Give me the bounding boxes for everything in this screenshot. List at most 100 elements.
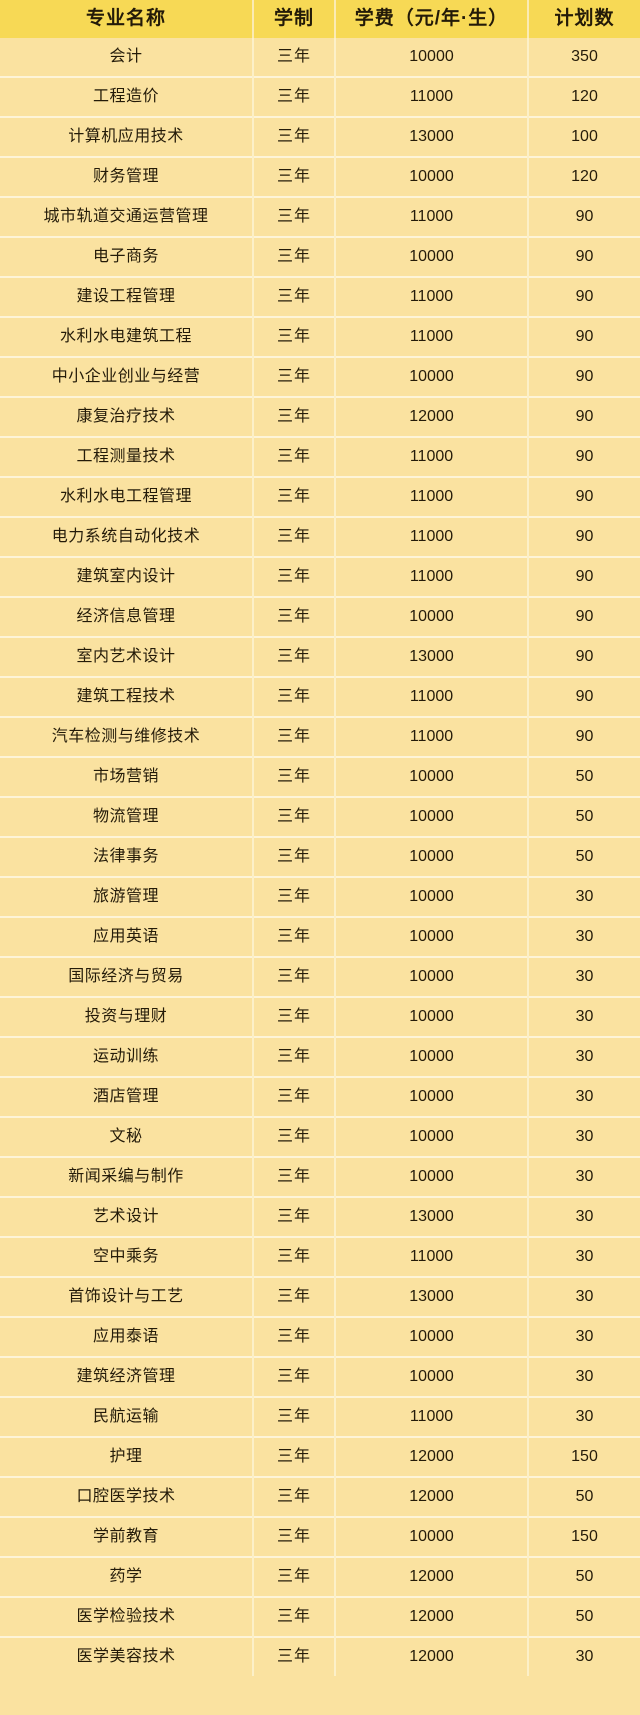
- cell-plan-count: 30: [528, 956, 640, 997]
- cell-tuition-fee: 11000: [335, 716, 529, 757]
- table-row: 国际经济与贸易 三年 10000 30: [0, 956, 640, 997]
- table-row: 投资与理财 三年 10000 30: [0, 996, 640, 1037]
- cell-major-name: 酒店管理: [0, 1076, 254, 1117]
- cell-study-length: 三年: [253, 1556, 336, 1597]
- cell-study-length: 三年: [253, 1356, 336, 1397]
- cell-major-name: 市场营销: [0, 756, 254, 797]
- cell-major-name: 法律事务: [0, 836, 254, 877]
- cell-tuition-fee: 10000: [335, 956, 529, 997]
- cell-plan-count: 90: [528, 436, 640, 477]
- cell-plan-count: 50: [528, 836, 640, 877]
- cell-tuition-fee: 11000: [335, 476, 529, 517]
- cell-tuition-fee: 11000: [335, 1396, 529, 1437]
- table-row: 运动训练 三年 10000 30: [0, 1036, 640, 1077]
- cell-major-name: 经济信息管理: [0, 596, 254, 637]
- cell-study-length: 三年: [253, 1396, 336, 1437]
- cell-plan-count: 90: [528, 236, 640, 277]
- cell-tuition-fee: 10000: [335, 1116, 529, 1157]
- cell-major-name: 工程测量技术: [0, 436, 254, 477]
- table-row: 护理 三年 12000 150: [0, 1436, 640, 1477]
- table-row: 酒店管理 三年 10000 30: [0, 1076, 640, 1117]
- cell-major-name: 水利水电建筑工程: [0, 316, 254, 357]
- cell-tuition-fee: 13000: [335, 636, 529, 677]
- table-row: 水利水电工程管理 三年 11000 90: [0, 476, 640, 517]
- cell-study-length: 三年: [253, 436, 336, 477]
- cell-plan-count: 90: [528, 556, 640, 597]
- cell-tuition-fee: 10000: [335, 236, 529, 277]
- table-row: 财务管理 三年 10000 120: [0, 156, 640, 197]
- cell-tuition-fee: 10000: [335, 796, 529, 837]
- table-body: 会计 三年 10000 350 工程造价 三年 11000 120 计算机应用技术 三年 13000…: [0, 38, 640, 1676]
- cell-major-name: 国际经济与贸易: [0, 956, 254, 997]
- table-row: 艺术设计 三年 13000 30: [0, 1196, 640, 1237]
- table-row: 医学检验技术 三年 12000 50: [0, 1596, 640, 1637]
- cell-plan-count: 30: [528, 1396, 640, 1437]
- cell-major-name: 物流管理: [0, 796, 254, 837]
- cell-plan-count: 30: [528, 1236, 640, 1277]
- cell-major-name: 学前教育: [0, 1516, 254, 1557]
- cell-tuition-fee: 10000: [335, 756, 529, 797]
- cell-tuition-fee: 12000: [335, 1636, 529, 1676]
- cell-tuition-fee: 10000: [335, 876, 529, 917]
- cell-plan-count: 30: [528, 1116, 640, 1157]
- cell-major-name: 工程造价: [0, 76, 254, 117]
- cell-study-length: 三年: [253, 1036, 336, 1077]
- table-row: 首饰设计与工艺 三年 13000 30: [0, 1276, 640, 1317]
- cell-study-length: 三年: [253, 116, 336, 157]
- cell-plan-count: 90: [528, 196, 640, 237]
- cell-study-length: 三年: [253, 716, 336, 757]
- cell-plan-count: 90: [528, 516, 640, 557]
- cell-tuition-fee: 12000: [335, 1556, 529, 1597]
- cell-tuition-fee: 11000: [335, 196, 529, 237]
- cell-plan-count: 100: [528, 116, 640, 157]
- table-row: 物流管理 三年 10000 50: [0, 796, 640, 837]
- cell-plan-count: 30: [528, 876, 640, 917]
- cell-study-length: 三年: [253, 996, 336, 1037]
- cell-study-length: 三年: [253, 796, 336, 837]
- table-row: 电力系统自动化技术 三年 11000 90: [0, 516, 640, 557]
- cell-major-name: 电子商务: [0, 236, 254, 277]
- cell-tuition-fee: 12000: [335, 1436, 529, 1477]
- table-row: 建筑工程技术 三年 11000 90: [0, 676, 640, 717]
- cell-major-name: 财务管理: [0, 156, 254, 197]
- cell-plan-count: 50: [528, 796, 640, 837]
- table-row: 汽车检测与维修技术 三年 11000 90: [0, 716, 640, 757]
- cell-tuition-fee: 10000: [335, 996, 529, 1037]
- cell-major-name: 药学: [0, 1556, 254, 1597]
- cell-plan-count: 30: [528, 916, 640, 957]
- cell-study-length: 三年: [253, 1076, 336, 1117]
- cell-major-name: 旅游管理: [0, 876, 254, 917]
- table-row: 口腔医学技术 三年 12000 50: [0, 1476, 640, 1517]
- cell-study-length: 三年: [253, 1636, 336, 1676]
- cell-major-name: 建筑经济管理: [0, 1356, 254, 1397]
- table-row: 建筑经济管理 三年 10000 30: [0, 1356, 640, 1397]
- cell-plan-count: 30: [528, 1156, 640, 1197]
- table-row: 建设工程管理 三年 11000 90: [0, 276, 640, 317]
- cell-major-name: 应用泰语: [0, 1316, 254, 1357]
- cell-plan-count: 30: [528, 1356, 640, 1397]
- table-row: 建筑室内设计 三年 11000 90: [0, 556, 640, 597]
- table-row: 新闻采编与制作 三年 10000 30: [0, 1156, 640, 1197]
- cell-tuition-fee: 12000: [335, 1596, 529, 1637]
- cell-study-length: 三年: [253, 156, 336, 197]
- cell-plan-count: 30: [528, 1276, 640, 1317]
- cell-study-length: 三年: [253, 676, 336, 717]
- table-row: 水利水电建筑工程 三年 11000 90: [0, 316, 640, 357]
- table-row: 医学美容技术 三年 12000 30: [0, 1636, 640, 1676]
- cell-tuition-fee: 10000: [335, 356, 529, 397]
- cell-major-name: 新闻采编与制作: [0, 1156, 254, 1197]
- cell-plan-count: 350: [528, 38, 640, 77]
- cell-study-length: 三年: [253, 1236, 336, 1277]
- cell-study-length: 三年: [253, 956, 336, 997]
- cell-tuition-fee: 11000: [335, 1236, 529, 1277]
- cell-tuition-fee: 11000: [335, 556, 529, 597]
- cell-tuition-fee: 12000: [335, 396, 529, 437]
- cell-tuition-fee: 11000: [335, 76, 529, 117]
- cell-tuition-fee: 10000: [335, 1356, 529, 1397]
- cell-tuition-fee: 12000: [335, 1476, 529, 1517]
- table-row: 法律事务 三年 10000 50: [0, 836, 640, 877]
- cell-tuition-fee: 10000: [335, 1036, 529, 1077]
- cell-plan-count: 50: [528, 1596, 640, 1637]
- cell-plan-count: 90: [528, 476, 640, 517]
- cell-major-name: 医学检验技术: [0, 1596, 254, 1637]
